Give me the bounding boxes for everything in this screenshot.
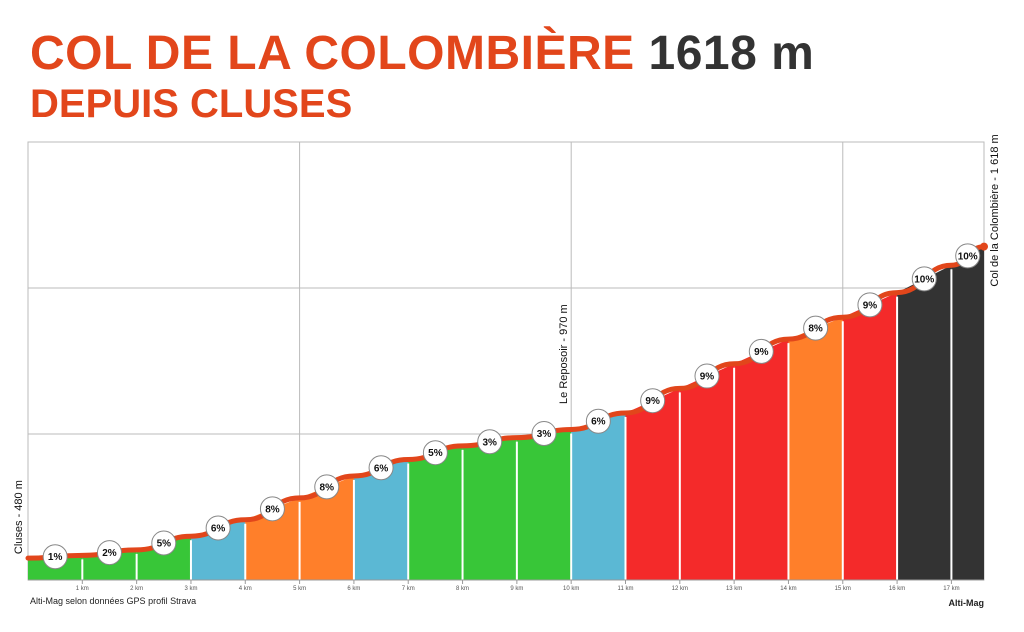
gradient-label: 9% — [645, 396, 660, 407]
profile-segment — [299, 475, 354, 580]
x-tick-label: 1 km — [76, 586, 89, 592]
gradient-label: 1% — [48, 552, 63, 563]
gradient-label: 9% — [754, 347, 769, 358]
profile-segment — [897, 265, 952, 580]
gradient-label: 6% — [374, 463, 389, 474]
profile-segment — [516, 429, 572, 580]
gradient-label: 3% — [537, 429, 552, 440]
annotation-start: Cluses - 480 m — [13, 480, 25, 554]
chart-subtitle: DEPUIS CLUSES — [30, 82, 353, 126]
profile-segment — [408, 445, 463, 580]
gradient-label: 10% — [914, 274, 934, 285]
chart-title: COL DE LA COLOMBIÈRE 1618 m — [30, 26, 814, 82]
x-tick-label: 16 km — [889, 586, 905, 592]
gradient-badge — [96, 540, 122, 566]
gradient-badge — [368, 455, 394, 481]
gradient-badge — [955, 243, 981, 269]
x-tick-label: 17 km — [943, 586, 959, 592]
gradient-label: 5% — [428, 448, 443, 459]
brand-label: Alti-Mag — [948, 598, 985, 608]
gradient-badge — [857, 292, 883, 318]
gradient-badge — [585, 408, 611, 434]
annotation-reposoir: Le Reposoir - 970 m — [558, 304, 570, 404]
gradient-badge — [748, 338, 774, 364]
col-altitude: 1618 m — [648, 27, 815, 80]
gradient-badge — [911, 266, 937, 292]
profile-segment — [625, 388, 680, 580]
gradient-label: 5% — [157, 539, 172, 550]
gradient-badge — [151, 530, 177, 556]
gradient-label: 10% — [958, 251, 978, 262]
gradient-label: 6% — [591, 417, 606, 428]
x-tick-label: 4 km — [239, 586, 252, 592]
profile-segment — [571, 413, 626, 580]
x-tick-label: 3 km — [184, 586, 197, 592]
x-tick-label: 10 km — [563, 586, 579, 592]
gradient-badge — [205, 515, 231, 541]
chart-title-block: COL DE LA COLOMBIÈRE 1618 m DEPUIS CLUSE… — [30, 26, 814, 126]
x-tick-label: 6 km — [347, 586, 360, 592]
gradient-label: 6% — [211, 523, 226, 534]
gradient-badge — [803, 315, 829, 341]
profile-segment — [353, 459, 409, 580]
profile-line — [25, 244, 987, 561]
x-tick-label: 11 km — [618, 586, 634, 592]
x-tick-label: 12 km — [672, 586, 688, 592]
gradient-label: 8% — [265, 504, 280, 515]
source-note: Alti-Mag selon données GPS profil Strava — [30, 596, 197, 606]
gradient-badge — [259, 496, 285, 522]
gradient-badge — [314, 474, 340, 500]
profile-segment — [842, 292, 898, 580]
gradient-label: 8% — [320, 482, 335, 493]
gradient-badge — [694, 363, 720, 389]
gradient-badge — [531, 421, 557, 447]
gradient-badge — [42, 544, 68, 570]
x-tick-label: 14 km — [780, 586, 796, 592]
x-tick-label: 7 km — [402, 586, 415, 592]
col-name: COL DE LA COLOMBIÈRE — [30, 27, 635, 80]
profile-segment — [462, 437, 517, 580]
x-tick-label: 15 km — [835, 586, 851, 592]
gradient-label: 8% — [808, 324, 823, 335]
profile-segment — [679, 363, 735, 580]
x-tick-label: 9 km — [510, 586, 523, 592]
summit-dot — [980, 242, 988, 251]
x-tick-label: 8 km — [456, 586, 469, 592]
profile-segment — [951, 246, 984, 580]
gradient-badge — [640, 388, 666, 414]
gradient-badge — [422, 440, 448, 466]
gradient-label: 9% — [863, 300, 878, 311]
profile-segment — [734, 339, 789, 580]
gradient-badge — [477, 429, 503, 455]
annotation-summit: Col de la Colombière - 1 618 m — [989, 134, 1001, 286]
gradient-label: 3% — [482, 437, 497, 448]
x-tick-label: 13 km — [726, 586, 742, 592]
x-tick-label: 5 km — [293, 586, 306, 592]
profile-segment — [788, 317, 843, 580]
gradient-label: 2% — [102, 548, 117, 559]
x-tick-label: 2 km — [130, 586, 143, 592]
gradient-label: 9% — [700, 372, 715, 383]
